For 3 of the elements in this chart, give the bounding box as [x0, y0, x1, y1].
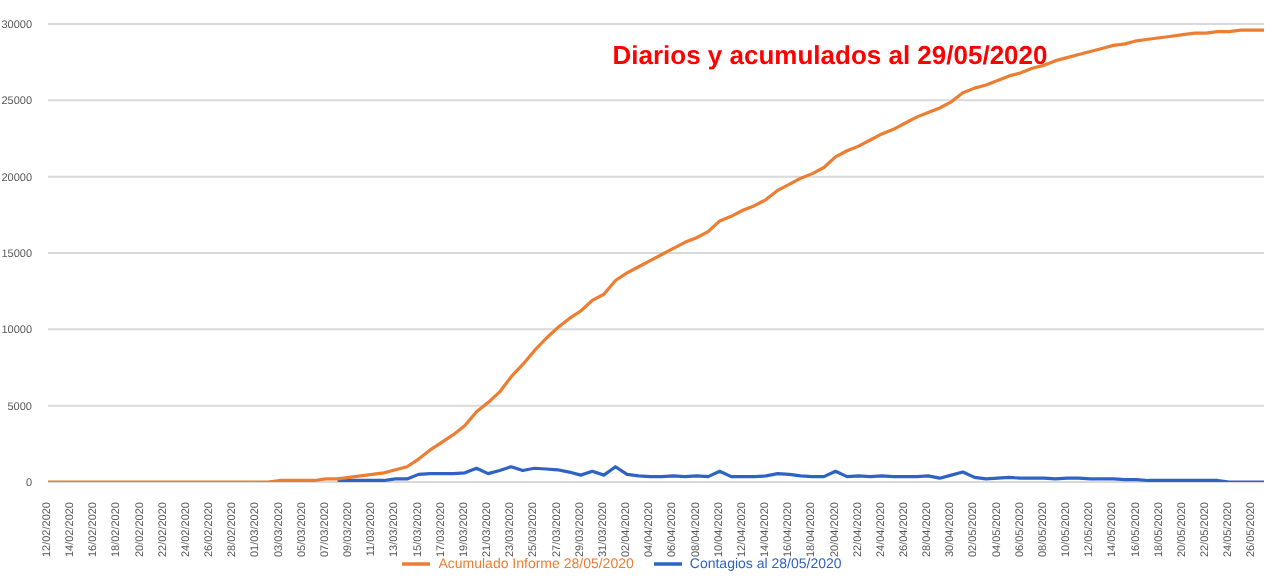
text: Diarios y acumulados al 29/05/2020 — [610, 40, 1050, 70]
line-series — [46, 28, 1266, 482]
line-series — [335, 465, 1266, 482]
